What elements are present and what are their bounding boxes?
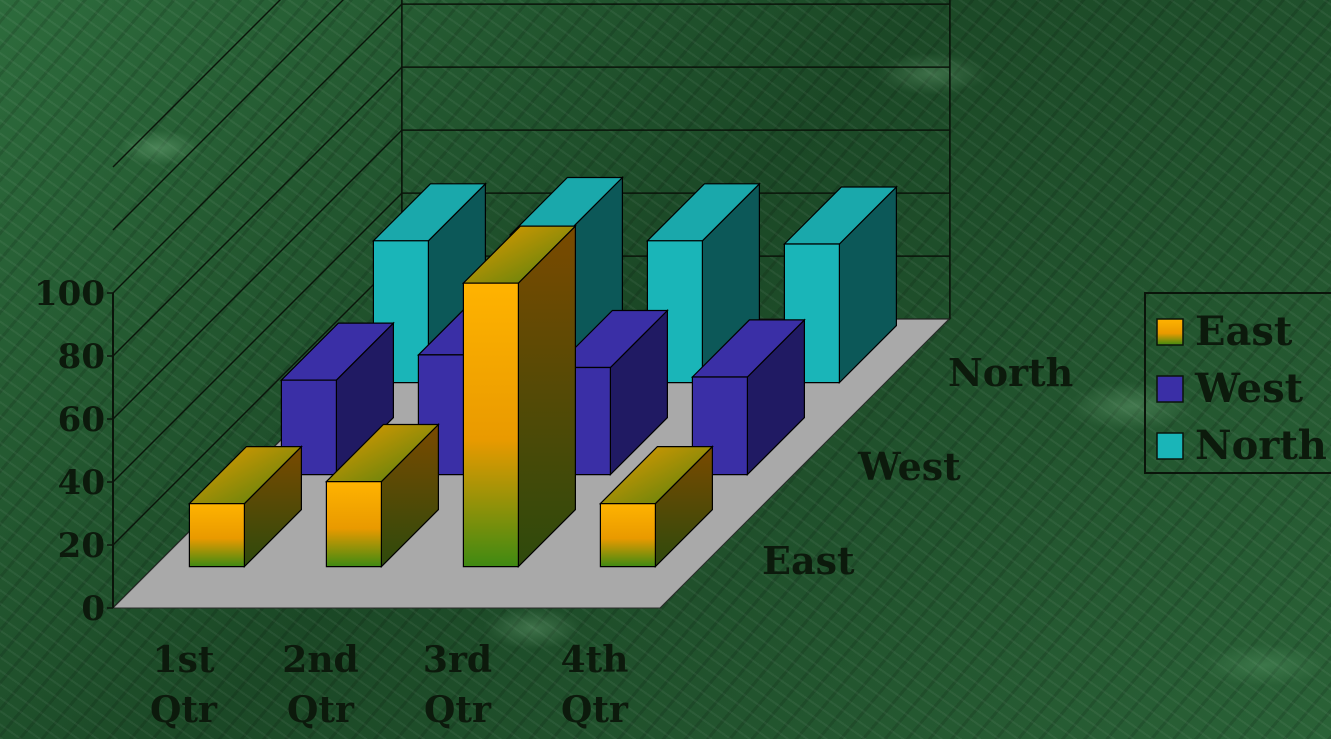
bar-front: [188, 503, 245, 568]
y-tick-label: 80: [58, 337, 105, 377]
y-tick-label: 100: [34, 274, 105, 314]
x-category-label: 2nd Qtr: [282, 639, 358, 731]
y-tick-label: 20: [58, 526, 105, 566]
bar-east: [324, 423, 440, 569]
side-gridline: [112, 66, 403, 357]
side-gridline: [112, 255, 403, 546]
legend-label: East: [1195, 308, 1293, 355]
depth-axis-label: West: [857, 444, 961, 489]
bar-east: [598, 445, 714, 569]
legend-label: West: [1194, 365, 1304, 412]
side-gridline: [112, 129, 403, 420]
legend-swatch: [1156, 375, 1184, 403]
legend-swatch: [1156, 318, 1184, 346]
side-gridline: [112, 0, 281, 168]
chart-legend: East West North: [1144, 292, 1331, 474]
chart-bars: [187, 176, 898, 569]
legend-label: North: [1195, 422, 1327, 469]
y-tick-label: 40: [58, 463, 105, 503]
legend-box: [1144, 292, 1331, 474]
side-gridline: [112, 3, 403, 294]
bar-east: [461, 224, 577, 569]
x-category-label: 4th Qtr: [561, 639, 629, 731]
y-tick-label: 60: [58, 400, 105, 440]
bar-front: [599, 503, 657, 568]
legend-swatch: [1156, 432, 1184, 460]
depth-axis-label: North: [948, 350, 1073, 395]
side-gridline: [112, 0, 344, 231]
bar-east: [187, 445, 303, 569]
chart-axis: 0 20 40 60 80 100 1st Qtr 2nd Qtr 3rd Qtr 4th Qtr East…: [34, 274, 1073, 731]
x-category-label: 1st Qtr: [150, 639, 218, 731]
bar-side: [517, 224, 577, 569]
side-gridline: [112, 192, 403, 483]
x-category-label: 3rd Qtr: [423, 639, 492, 731]
depth-axis-label: East: [762, 538, 855, 583]
bar-front: [325, 481, 382, 568]
y-tick-label: 0: [81, 589, 105, 629]
bar-front: [462, 282, 520, 568]
